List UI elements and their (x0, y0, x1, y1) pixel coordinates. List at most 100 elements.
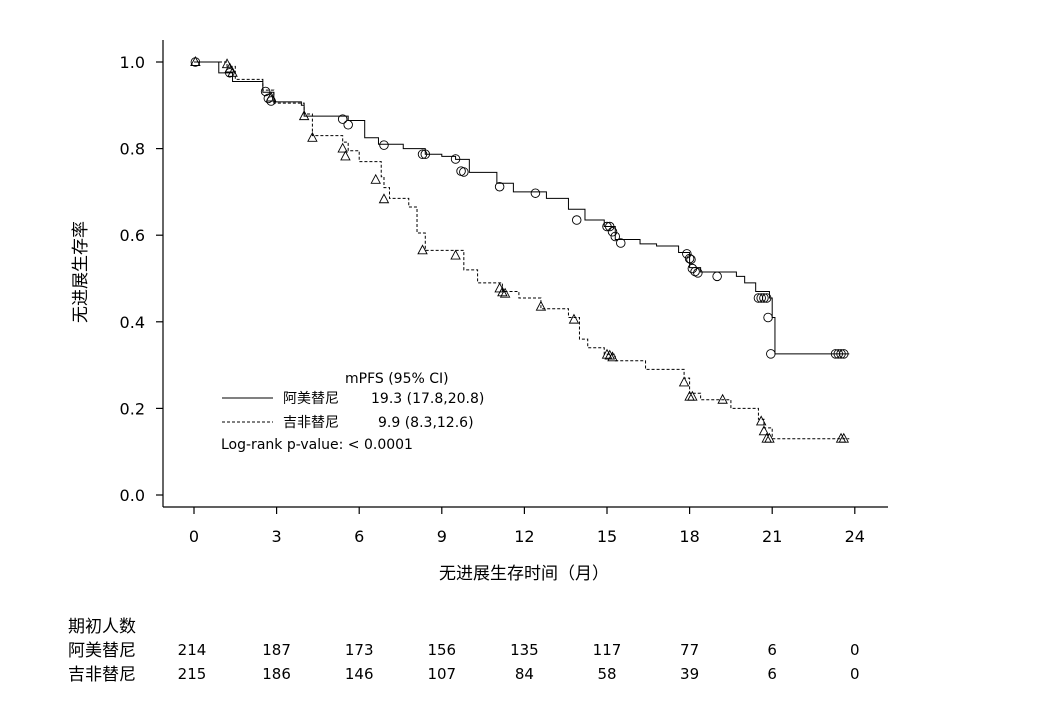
risk-count: 0 (850, 665, 860, 683)
x-tick-label: 21 (762, 527, 782, 546)
x-tick-label: 15 (597, 527, 617, 546)
censor-mark-circle (761, 293, 772, 303)
risk-count: 156 (427, 641, 456, 659)
legend-value-1: 19.3 (17.8,20.8) (371, 391, 484, 407)
legend-note: Log-rank p-value: < 0.0001 (221, 437, 413, 453)
censor-mark-triangle (378, 193, 390, 204)
survival-curves (190, 56, 850, 443)
censor-mark-circle (759, 293, 769, 303)
censor-mark-triangle (607, 351, 618, 362)
x-axis-title: 无进展生存时间（月） (439, 564, 609, 584)
censor-mark-triangle (227, 66, 238, 77)
risk-row-label: 吉非替尼 (68, 665, 136, 685)
risk-count: 117 (593, 641, 622, 659)
risk-count: 187 (262, 641, 291, 659)
censor-mark-triangle (307, 131, 318, 142)
legend-header: mPFS (95% CI) (345, 371, 449, 387)
censor-mark-circle (530, 188, 541, 198)
risk-count: 135 (510, 641, 539, 659)
censor-mark-circle (337, 114, 348, 124)
x-tick-label: 24 (845, 527, 865, 546)
censor-mark-circle (616, 238, 626, 248)
x-tick-label: 18 (679, 527, 699, 546)
censor-mark-circle (225, 68, 235, 78)
censor-mark-circle (263, 93, 274, 104)
censor-mark-circle (260, 86, 271, 97)
censor-mark-circle (450, 154, 461, 164)
y-tick-label: 0.8 (120, 140, 145, 159)
censor-mark-triangle (601, 348, 613, 359)
censor-mark-circle (833, 349, 844, 359)
y-tick-label: 0.6 (120, 226, 145, 245)
risk-count: 173 (345, 641, 374, 659)
censor-mark-circle (607, 226, 618, 237)
risk-count: 58 (597, 665, 616, 683)
x-tick-label: 3 (272, 527, 282, 546)
censor-mark-triangle (687, 390, 698, 401)
risk-count: 77 (680, 641, 699, 659)
risk-table-title: 期初人数 (68, 617, 136, 637)
censor-mark-triangle (755, 415, 767, 426)
censor-mark-triangle (568, 313, 580, 324)
censor-mark-triangle (450, 249, 461, 260)
x-tick-label: 12 (514, 527, 534, 546)
censor-mark-circle (839, 349, 849, 359)
censor-mark-circle (763, 312, 773, 323)
risk-count: 107 (427, 665, 456, 683)
censor-mark-triangle (190, 56, 201, 66)
risk-count: 6 (767, 665, 777, 683)
censor-mark-triangle (497, 286, 508, 297)
risk-count: 215 (178, 665, 207, 683)
x-tick-label: 6 (354, 527, 364, 546)
series-line-1 (194, 61, 850, 355)
censor-mark-triangle (298, 110, 310, 121)
risk-count: 6 (767, 641, 777, 659)
axes: 0.0 0.2 0.4 0.6 0.8 1.0 0 3 6 9 12 15 18 21 24 无进展生存时间（… (71, 40, 888, 584)
y-axis-title: 无进展生存率 (71, 221, 91, 323)
series-line-2 (194, 61, 850, 440)
risk-row-label: 阿美替尼 (68, 641, 136, 661)
censor-mark-circle (693, 268, 703, 278)
legend: mPFS (95% CI) 阿美替尼 19.3 (17.8,20.8) 吉非替尼 9.9… (221, 371, 484, 453)
censor-mark-triangle (678, 376, 690, 387)
censor-mark-circle (343, 120, 353, 130)
legend-value-2: 9.9 (8.3,12.6) (378, 415, 474, 431)
censor-mark-circle (766, 349, 776, 359)
censor-mark-triangle (535, 300, 547, 311)
censor-mark-triangle (224, 62, 236, 73)
risk-count: 146 (345, 665, 374, 683)
risk-count: 39 (680, 665, 699, 683)
censor-mark-triangle (717, 393, 728, 404)
censor-mark-circle (379, 140, 389, 150)
risk-count: 214 (178, 641, 207, 659)
censor-mark-circle (417, 149, 428, 159)
y-tick-label: 0.4 (120, 313, 145, 332)
censor-mark-circle (602, 221, 612, 232)
risk-count: 84 (515, 665, 534, 683)
x-tick-label: 9 (437, 527, 447, 546)
censor-mark-triangle (838, 432, 850, 443)
y-tick-label: 0.2 (120, 399, 145, 418)
censor-mark-triangle (499, 287, 511, 298)
risk-count: 186 (262, 665, 291, 683)
censor-mark-circle (684, 253, 695, 264)
censor-mark-triangle (764, 432, 775, 443)
censor-mark-circle (756, 293, 766, 303)
censor-mark-triangle (221, 58, 233, 69)
censor-mark-circle (605, 221, 615, 232)
y-tick-label: 1.0 (120, 53, 145, 72)
y-tick-label: 0.0 (120, 486, 145, 505)
censor-mark-circle (420, 149, 431, 159)
censor-mark-circle (494, 181, 505, 192)
censor-mark-circle (686, 254, 696, 265)
censor-mark-triangle (265, 91, 277, 102)
censor-mark-circle (571, 215, 582, 225)
censor-mark-triangle (604, 349, 616, 360)
censor-mark-circle (690, 266, 700, 277)
censor-mark-circle (459, 167, 469, 177)
censor-mark-triangle (370, 173, 381, 184)
x-tick-label: 0 (189, 527, 199, 546)
censor-mark-circle (610, 231, 621, 242)
